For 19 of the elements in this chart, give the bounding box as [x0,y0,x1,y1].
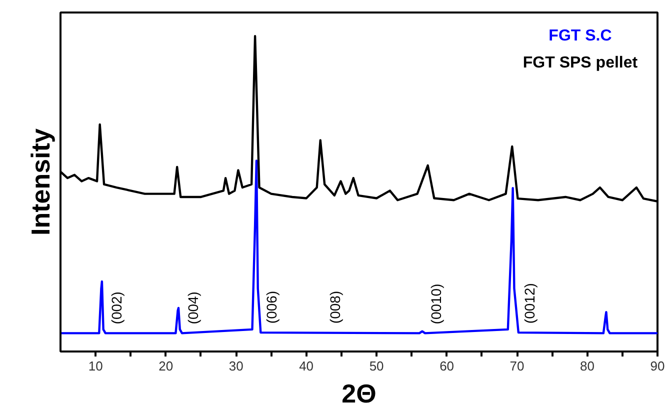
x-tick-label: 70 [510,358,524,374]
annotation: (0010) [428,284,444,324]
annotation: (006) [264,290,280,324]
y-axis-title: Intensity [26,128,56,236]
annotation: (008) [326,290,343,324]
x-tick-label: 80 [580,358,595,374]
x-tick-label: 30 [228,358,244,374]
annotation: (002) [108,292,124,324]
text: FGT SPS pellet [522,54,638,72]
annotation: (004) [185,292,202,324]
annotation: (0012) [521,283,538,324]
x-tick-label: 40 [299,358,314,374]
x-tick-label: 90 [650,358,665,374]
x-tick-label: 60 [440,358,454,374]
x-tick-label: 10 [88,358,103,374]
x-tick-label: 50 [369,358,384,374]
x-tick-label: 20 [158,358,174,374]
x-axis-title: 2Θ [342,378,376,408]
text: FGT S.C [548,28,612,45]
